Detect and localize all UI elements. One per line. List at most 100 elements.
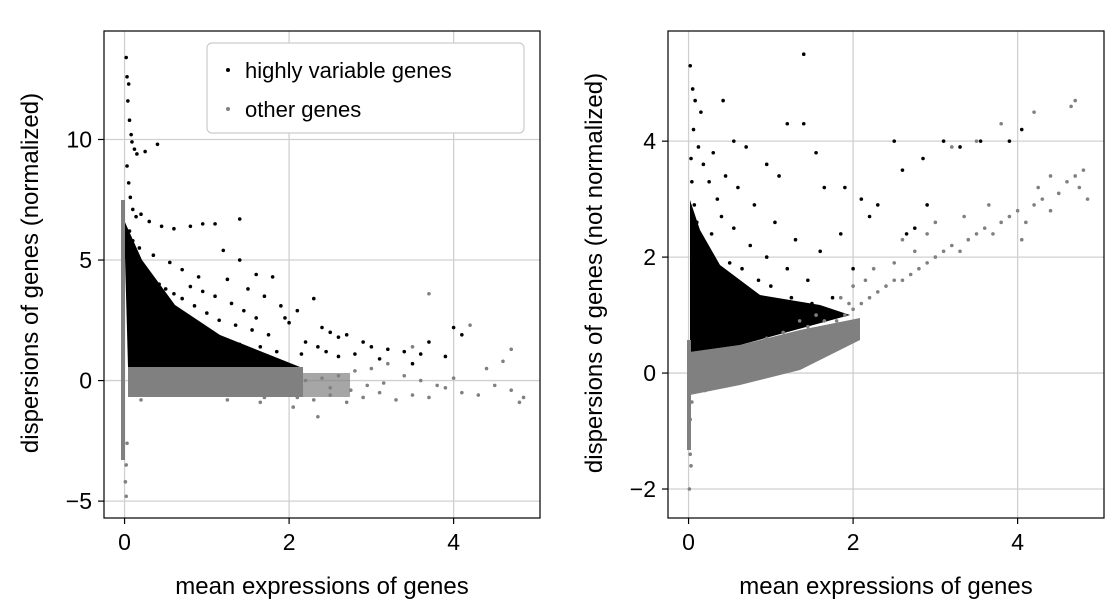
right-point-other-1	[703, 388, 707, 393]
right-point-other-76	[925, 232, 929, 236]
left-point-other-64	[124, 494, 129, 499]
left-point-other-44	[172, 383, 176, 388]
right-plot-frame	[667, 30, 1105, 519]
right-point-highly-variable-44	[785, 266, 790, 271]
right-point-highly-variable-72	[708, 324, 713, 329]
left-point-highly-variable-37	[262, 294, 267, 298]
right-grid	[668, 31, 1104, 518]
right-point-other-31	[950, 243, 954, 248]
left-point-highly-variable-47	[200, 289, 205, 294]
left-point-highly-variable-46	[213, 294, 217, 298]
right-point-other-43	[1048, 208, 1053, 213]
right-point-other-52	[1032, 110, 1036, 114]
right-point-highly-variable-54	[830, 295, 835, 300]
right-point-highly-variable-64	[699, 307, 704, 312]
left-point-highly-variable-64	[250, 328, 254, 332]
right-point-highly-variable-34	[773, 220, 777, 225]
left-point-highly-variable-97	[140, 294, 145, 298]
right-point-other-68	[715, 359, 720, 364]
right-point-highly-variable-11	[764, 162, 769, 167]
right-point-highly-variable-74	[698, 336, 702, 341]
right-point-highly-variable-6	[785, 121, 790, 126]
right-point-highly-variable-46	[748, 243, 753, 248]
right-point-highly-variable-2	[693, 98, 697, 103]
left-point-other-11	[328, 393, 333, 397]
left-point-highly-variable-87	[258, 345, 263, 349]
right-point-other-6	[744, 365, 748, 370]
left-point-highly-variable-45	[229, 301, 234, 306]
right-point-other-8	[760, 359, 765, 364]
left-point-highly-variable-69	[180, 296, 184, 301]
right-point-other-27	[917, 266, 921, 271]
left-point-other-42	[205, 383, 209, 388]
left-point-highly-variable-85	[299, 352, 304, 356]
right-point-highly-variable-21	[925, 203, 929, 207]
left-point-highly-variable-76	[135, 260, 139, 265]
left-point-other-5	[229, 393, 234, 397]
left-point-highly-variable-73	[149, 277, 154, 282]
left-point-highly-variable-75	[139, 267, 143, 272]
legend-label-other-genes: other genes	[245, 97, 361, 122]
left-point-other-6	[246, 390, 250, 395]
left-point-highly-variable-92	[181, 320, 186, 325]
left-point-other-54	[328, 386, 333, 390]
left-other-genes-vertical-strip	[121, 200, 125, 460]
right-point-other-54	[974, 139, 979, 143]
left-point-other-56	[365, 383, 370, 388]
left-point-highly-variable-54	[369, 345, 374, 349]
right-point-other-13	[801, 339, 806, 343]
right-y-axis-label: dispersions of genes (not normalized)	[581, 73, 608, 473]
right-point-highly-variable-3	[699, 110, 703, 114]
right-point-highly-variable-5	[801, 52, 806, 56]
left-point-other-18	[443, 386, 448, 390]
right-point-other-5	[736, 371, 740, 375]
left-point-highly-variable-34	[130, 238, 135, 243]
right-point-other-41	[1032, 203, 1036, 207]
left-point-other-10	[311, 398, 316, 402]
right-point-highly-variable-14	[822, 185, 827, 190]
left-point-other-34	[336, 373, 341, 378]
right-point-highly-variable-63	[704, 295, 709, 300]
right-point-other-4	[727, 377, 732, 381]
left-point-highly-variable-83	[324, 349, 328, 354]
right-point-other-2	[711, 382, 716, 387]
left-point-highly-variable-5	[129, 132, 133, 137]
right-point-other-36	[991, 232, 995, 236]
left-axes: 0 2 4 −5 0 5 10	[66, 30, 541, 555]
right-point-other-9	[769, 353, 773, 358]
right-axes: 0 2 4 −2 0 2 4	[630, 30, 1105, 555]
left-ytick-label-3: 10	[66, 126, 92, 152]
left-other-genes-dense-band	[128, 367, 303, 397]
left-point-highly-variable-9	[143, 149, 147, 154]
left-point-highly-variable-8	[135, 152, 139, 156]
right-point-other-77	[962, 214, 966, 219]
right-point-other-75	[900, 237, 905, 242]
right-point-other-78	[987, 203, 991, 207]
right-point-highly-variable-49	[709, 232, 714, 236]
left-point-highly-variable-51	[336, 335, 341, 339]
right-point-other-85	[806, 324, 810, 329]
right-highly-variable-dense-cluster	[690, 200, 850, 352]
right-point-highly-variable-30	[838, 232, 843, 236]
right-point-highly-variable-42	[691, 127, 696, 132]
right-point-highly-variable-76	[777, 313, 781, 317]
right-point-other-26	[908, 272, 913, 277]
left-point-highly-variable-2	[126, 82, 131, 86]
right-point-highly-variable-7	[801, 121, 806, 126]
left-point-other-17	[427, 395, 431, 400]
left-point-highly-variable-62	[303, 340, 308, 344]
right-point-other-50	[1073, 98, 1078, 103]
right-ytick-label-0: −2	[630, 476, 656, 502]
right-point-other-71	[688, 452, 693, 457]
left-point-highly-variable-33	[137, 246, 142, 250]
left-ytick-label-1: 0	[79, 368, 92, 394]
right-point-other-51	[1069, 104, 1073, 109]
left-point-highly-variable-61	[427, 340, 431, 344]
right-point-other-47	[1081, 168, 1086, 172]
right-point-other-32	[958, 249, 962, 254]
left-point-other-59	[258, 400, 263, 405]
left-point-other-46	[143, 378, 147, 383]
left-point-highly-variable-68	[192, 304, 197, 308]
left-point-highly-variable-26	[254, 272, 258, 277]
left-point-other-43	[188, 386, 193, 390]
